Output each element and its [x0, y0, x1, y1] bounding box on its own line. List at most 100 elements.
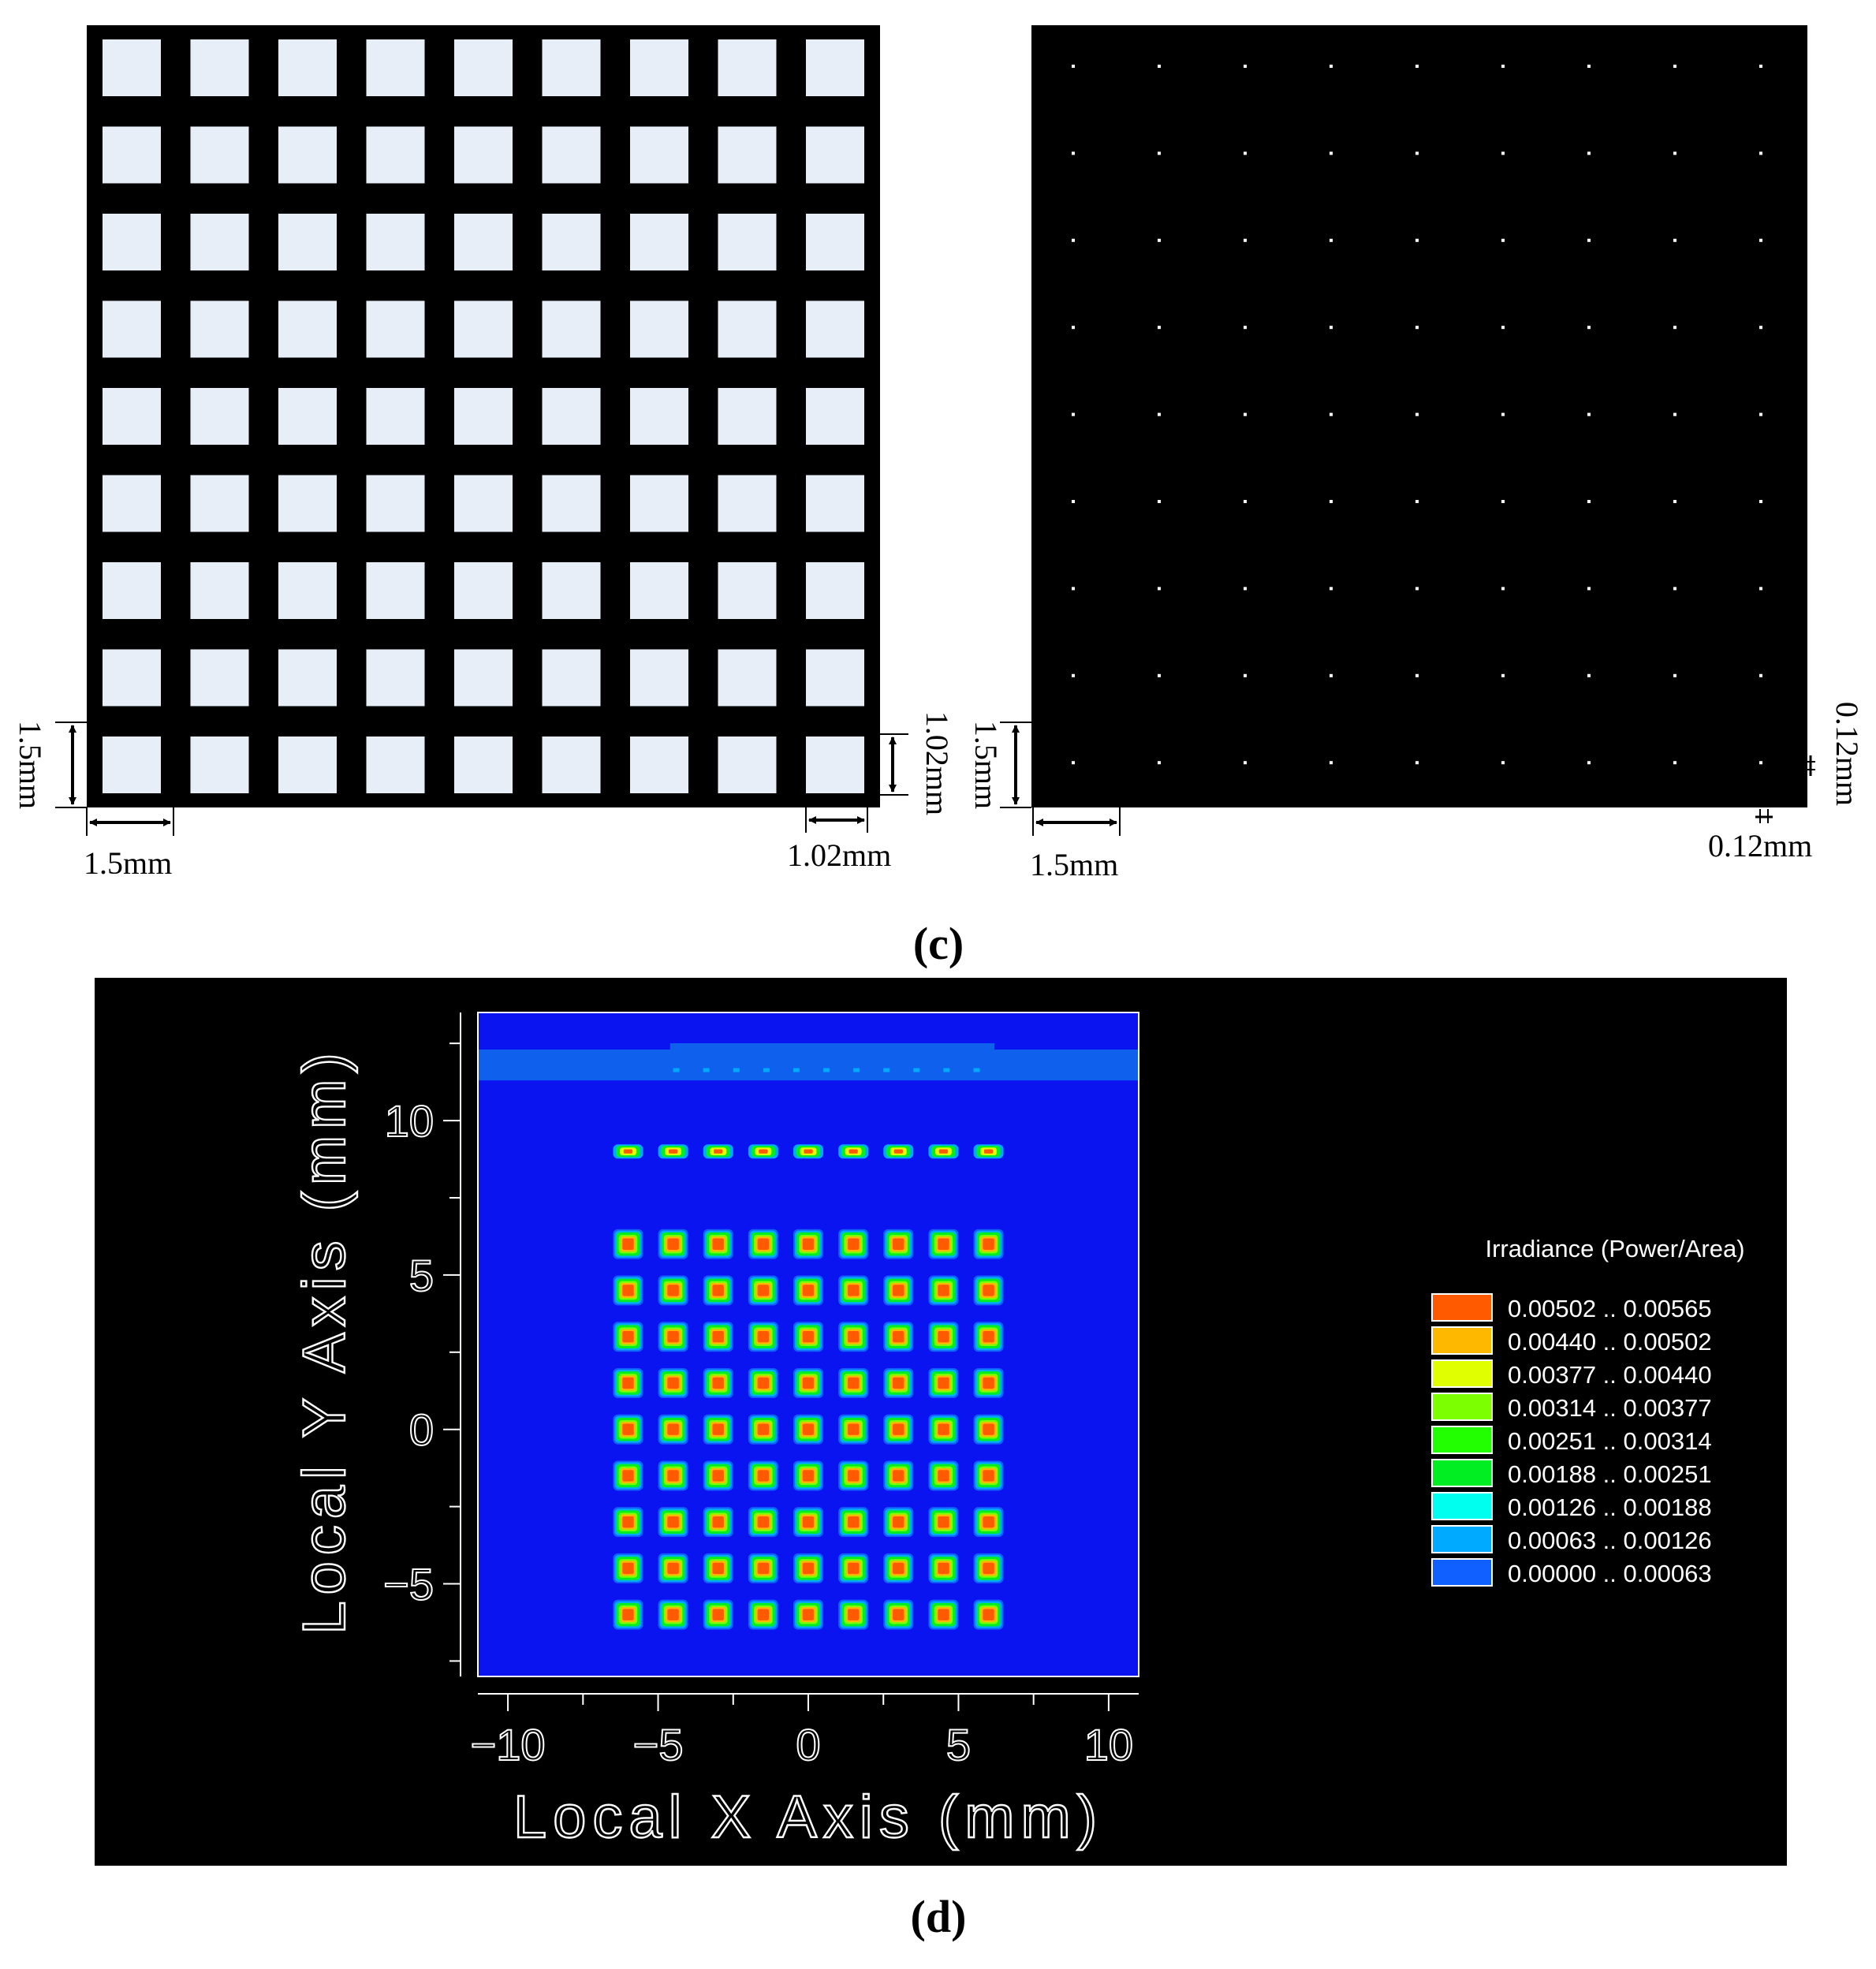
legend-swatch [1431, 1326, 1493, 1355]
legend-entry-label: 0.00314 .. 0.00377 [1508, 1394, 1712, 1422]
aperture-square [806, 300, 864, 358]
irradiance-spot-level [757, 1609, 770, 1620]
aperture-square [190, 562, 249, 619]
aperture-square [278, 649, 337, 707]
edge-band-speck [763, 1068, 770, 1072]
y-axis-title: Local Y Axis (mm) [291, 1046, 358, 1635]
aperture-square [454, 300, 513, 358]
irradiance-spot-level [893, 1238, 904, 1250]
pinhole-dot [1587, 673, 1591, 677]
irradiance-spot-level [802, 1609, 815, 1620]
pinhole-dot [1759, 673, 1762, 677]
aperture-square [366, 562, 425, 619]
pinhole-dot [1158, 673, 1161, 677]
plot-top-band [479, 1042, 1138, 1081]
irradiance-spot-level [893, 1149, 903, 1154]
y-axis: −5 0 5 10 [382, 1012, 461, 1676]
irradiance-spot-level [938, 1470, 949, 1482]
dim-right-pitch-vertical: 1.5mm [968, 721, 1031, 809]
pinhole-dot [1158, 151, 1161, 155]
aperture-square [454, 388, 513, 445]
irradiance-spot-level [623, 1149, 633, 1154]
irradiance-spot-level [983, 1562, 994, 1575]
aperture-square [718, 562, 777, 619]
irradiance-spot-level [667, 1238, 679, 1250]
irradiance-spot-level [667, 1562, 679, 1575]
pinhole-dot [1072, 673, 1075, 677]
mask-left [87, 25, 880, 807]
irradiance-spot-level [714, 1149, 723, 1154]
pinhole-dot [1587, 761, 1591, 765]
legend-swatch [1431, 1293, 1493, 1322]
aperture-square [718, 39, 777, 96]
irradiance-spot-level [622, 1330, 634, 1343]
pinhole-dot [1673, 500, 1676, 503]
pinhole-dot [1330, 238, 1333, 242]
irradiance-spot-level [938, 1423, 949, 1435]
aperture-square [454, 39, 513, 96]
aperture-square [190, 214, 249, 270]
aperture-square [630, 300, 688, 358]
irradiance-spot-level [757, 1470, 770, 1482]
irradiance-spot-level [847, 1238, 860, 1250]
dim-left-square-horizontal: 1.02mm [787, 807, 891, 873]
legend-swatch [1431, 1525, 1493, 1553]
aperture-square [103, 649, 161, 707]
dim-right-pitch-vertical-label: 1.5mm [968, 721, 1004, 809]
irradiance-spot-level [712, 1470, 724, 1482]
irradiance-spot-level [847, 1423, 860, 1435]
pinhole-dot [1673, 326, 1676, 330]
aperture-square [454, 737, 513, 793]
aperture-square [278, 388, 337, 445]
y-tick-label: 10 [385, 1096, 434, 1146]
pinhole-dot [1415, 151, 1419, 155]
aperture-square [103, 39, 161, 96]
pinhole-dot [1587, 151, 1591, 155]
y-tick-label: 5 [409, 1251, 434, 1300]
x-tick-label: 0 [796, 1720, 820, 1769]
dim-left-pitch-vertical-label: 1.5mm [13, 721, 48, 809]
legend-swatch [1431, 1459, 1493, 1487]
edge-band-speck [853, 1068, 860, 1072]
pinhole-dot [1072, 500, 1075, 503]
aperture-square [630, 562, 688, 619]
legend-swatch [1431, 1492, 1493, 1520]
mask-right [1031, 25, 1807, 807]
irradiance-spot-level [893, 1377, 904, 1389]
pinhole-dot [1158, 587, 1161, 591]
irradiance-spot-level [893, 1609, 904, 1620]
aperture-square [190, 39, 249, 96]
pinhole-dot [1759, 65, 1762, 68]
pinhole-dot [1673, 65, 1676, 68]
aperture-square [718, 388, 777, 445]
pinhole-dot [1244, 65, 1247, 68]
dim-right-dot-vertical-label: 0.12mm [1829, 702, 1865, 806]
pinhole-dot [1501, 587, 1505, 591]
aperture-square [190, 649, 249, 707]
pinhole-dot [1673, 151, 1676, 155]
irradiance-spot-level [983, 1609, 994, 1620]
aperture-square [630, 475, 688, 532]
irradiance-spot-level [938, 1285, 949, 1296]
aperture-square [718, 475, 777, 532]
irradiance-spot-level [667, 1285, 679, 1296]
irradiance-spot-level [893, 1330, 904, 1343]
dim-left-square-horizontal-label: 1.02mm [787, 837, 891, 873]
y-tick-label: 0 [409, 1405, 434, 1455]
irradiance-spot-level [938, 1238, 949, 1250]
legend-entry-label: 0.00188 .. 0.00251 [1508, 1460, 1712, 1488]
legend-swatch [1431, 1393, 1493, 1421]
irradiance-spot-level [983, 1238, 994, 1250]
aperture-square [630, 126, 688, 184]
aperture-square [366, 39, 425, 96]
pinhole-dot [1158, 238, 1161, 242]
pinhole-dot [1759, 761, 1762, 765]
irradiance-spot-level [802, 1470, 815, 1482]
aperture-square [366, 649, 425, 707]
pinhole-dot [1673, 238, 1676, 242]
irradiance-spot-level [757, 1516, 770, 1528]
pinhole-dot [1759, 151, 1762, 155]
pinhole-dot [1415, 326, 1419, 330]
aperture-square [806, 562, 864, 619]
